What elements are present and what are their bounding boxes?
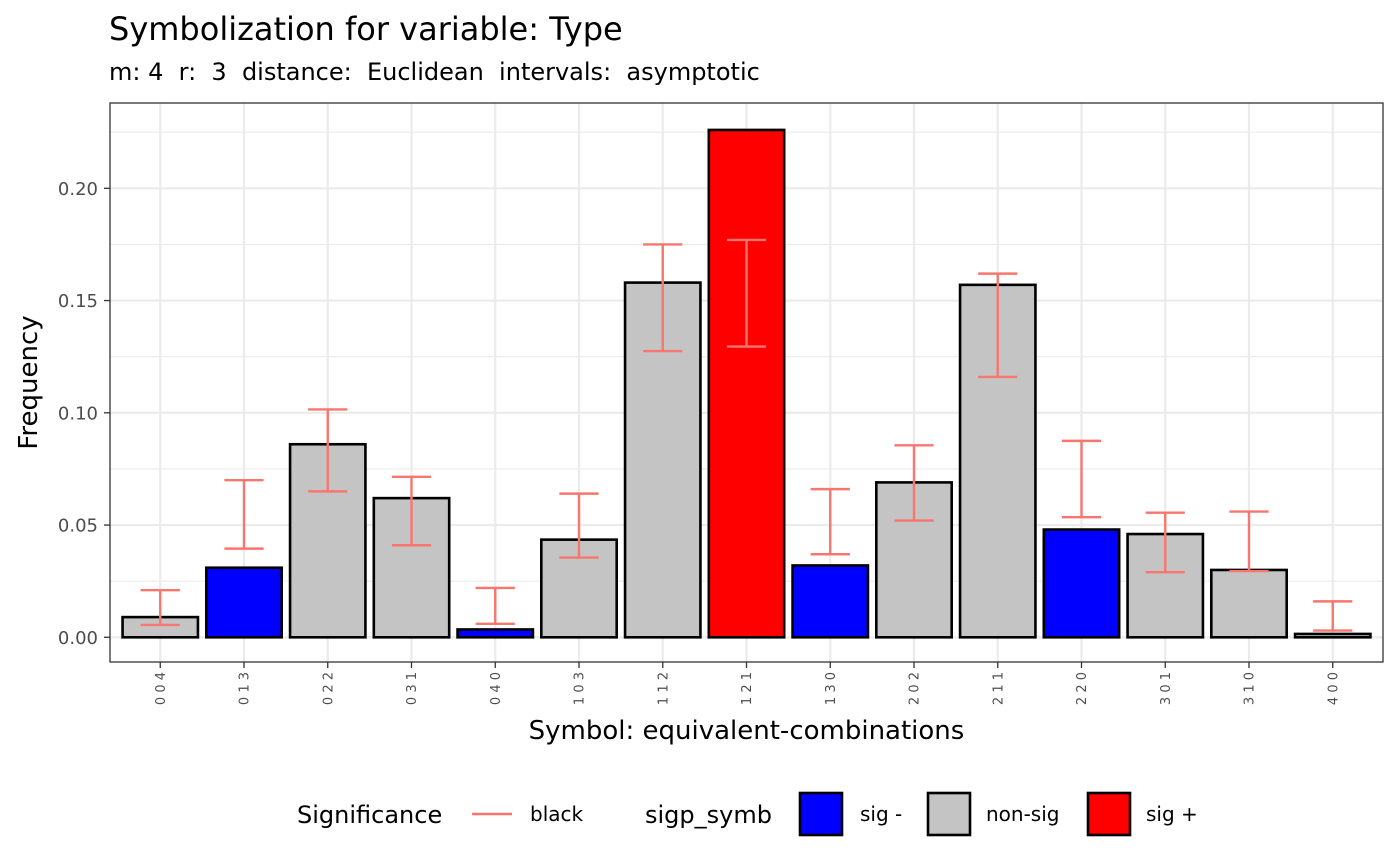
legend-key-swatch <box>798 791 844 837</box>
error-bar <box>1229 510 1269 573</box>
y-tick-label: 0.05 <box>58 516 98 537</box>
error-bar <box>726 238 767 348</box>
x-tick-label: 0 2 2 <box>321 672 336 705</box>
bar <box>1042 528 1121 639</box>
y-tick-label: 0.00 <box>58 628 98 649</box>
bar <box>205 566 283 639</box>
error-bar <box>140 588 180 627</box>
x-tick-label: 2 1 1 <box>991 672 1006 705</box>
bar <box>456 628 535 639</box>
error-bar <box>894 444 934 522</box>
error-bar <box>978 272 1018 379</box>
error-bar <box>475 586 515 626</box>
error-bar <box>391 475 432 547</box>
error-bar <box>1061 439 1102 519</box>
y-tick-label: 0.20 <box>58 179 98 200</box>
error-bar <box>559 492 599 559</box>
bar <box>791 564 870 639</box>
error-bar <box>308 408 348 493</box>
chart-subtitle: m: 4 r: 3 distance: Euclidean intervals:… <box>109 58 760 86</box>
legend-label: sig + <box>1146 802 1198 826</box>
error-bars <box>140 238 1353 632</box>
legend-key-swatch <box>926 791 972 837</box>
legend-label: sig - <box>860 802 902 826</box>
y-tick-label: 0.10 <box>58 403 98 424</box>
x-axis: 0 0 4 0 1 3 0 2 2 0 3 1 0 4 0 1 0 3 1 1 2 1 2 1… <box>154 662 1341 705</box>
x-tick-label: 1 3 0 <box>824 672 839 705</box>
error-bar <box>810 487 850 556</box>
x-tick-label: 4 0 0 <box>1326 672 1341 705</box>
x-tick-label: 2 0 2 <box>908 672 923 705</box>
legend-label: non-sig <box>986 802 1059 826</box>
error-bar <box>224 478 264 550</box>
y-axis-label: Frequency <box>14 315 44 449</box>
x-tick-label: 0 1 3 <box>238 672 253 705</box>
bars <box>121 128 1372 639</box>
x-tick-label: 0 0 4 <box>154 672 169 705</box>
legend-label: black <box>530 802 584 826</box>
legend-title-fill: sigp_symb <box>645 801 772 829</box>
error-bar <box>1313 600 1353 632</box>
bar <box>1210 568 1288 639</box>
chart-title: Symbolization for variable: Type <box>109 10 623 48</box>
bar <box>1293 632 1372 639</box>
x-tick-label: 2 2 0 <box>1075 672 1090 705</box>
legend-key-swatch <box>1086 791 1132 837</box>
x-tick-label: 1 1 2 <box>656 672 671 705</box>
y-tick-label: 0.15 <box>58 291 98 312</box>
x-tick-label: 3 1 0 <box>1243 672 1258 705</box>
error-bar <box>1145 511 1185 574</box>
x-tick-label: 3 0 1 <box>1159 672 1174 705</box>
error-bar <box>643 243 683 353</box>
x-axis-label: Symbol: equivalent-combinations <box>529 716 965 746</box>
bar <box>707 128 786 639</box>
x-tick-label: 0 3 1 <box>405 672 420 705</box>
x-tick-label: 1 0 3 <box>573 672 588 705</box>
legend: Significance black sigp_symb sig - non-sig si… <box>297 791 1198 837</box>
x-tick-label: 0 4 0 <box>489 672 504 705</box>
legend-title-significance: Significance <box>297 801 442 829</box>
x-tick-label: 1 2 1 <box>740 672 755 705</box>
y-axis: 0.00 0.05 0.10 0.15 0.20 <box>58 179 110 649</box>
